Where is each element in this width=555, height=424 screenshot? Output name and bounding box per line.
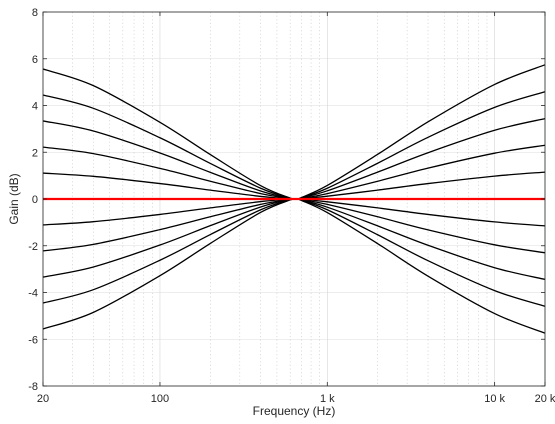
y-tick-label: -8 [28, 381, 38, 393]
y-tick-label: -4 [28, 288, 38, 300]
grid-lines [42, 11, 546, 387]
y-tick-label: 4 [32, 101, 38, 113]
y-tick-label: 0 [32, 194, 38, 206]
y-tick-label: 2 [32, 147, 38, 159]
y-tick-label: 8 [32, 7, 38, 19]
series-group [42, 64, 546, 334]
x-tick-label: 20 k [535, 393, 555, 405]
x-tick-label: 1 k [320, 393, 335, 405]
x-tick-label: 10 k [484, 393, 505, 405]
axis-ticks: -8 -6 -4 -2 0 2 4 6 8 20 100 1 k 10 k 20 k [28, 7, 555, 405]
x-axis-label: Frequency (Hz) [253, 404, 336, 418]
y-axis-label: Gain (dB) [7, 173, 21, 224]
x-tick-label: 100 [151, 393, 169, 405]
x-tick-label: 20 [37, 393, 49, 405]
y-tick-label: -2 [28, 241, 38, 253]
y-tick-label: -6 [28, 334, 38, 346]
y-tick-label: 6 [32, 54, 38, 66]
